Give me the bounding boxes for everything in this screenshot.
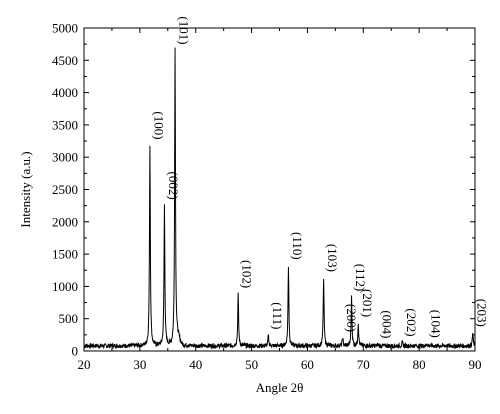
- peak-label: (200): [344, 304, 359, 332]
- y-tick-label: 3000: [52, 150, 78, 165]
- x-axis-label: Angle 2θ: [256, 380, 304, 395]
- peak-label: (110): [290, 232, 305, 260]
- peak-label: (002): [166, 172, 181, 200]
- x-tick-label: 90: [469, 357, 482, 372]
- peak-label: (112): [353, 264, 368, 292]
- peak-label: (101): [177, 16, 192, 44]
- y-axis-label: Intensity (a.u.): [18, 151, 33, 227]
- peak-label: (100): [151, 111, 166, 139]
- y-tick-label: 1000: [52, 279, 78, 294]
- peak-label: (004): [379, 310, 394, 338]
- peak-label: (103): [325, 244, 340, 272]
- peak-label: (201): [360, 289, 375, 317]
- y-tick-label: 2000: [52, 214, 78, 229]
- x-tick-label: 30: [133, 357, 146, 372]
- y-tick-label: 4500: [52, 53, 78, 68]
- y-axis: 0 500 1000 1500 2000 2500 3000 3500 4000 4500 5000: [52, 21, 475, 359]
- spectrum-line: [83, 47, 476, 350]
- x-tick-label: 40: [189, 357, 202, 372]
- peak-label: (202): [404, 308, 419, 336]
- y-tick-label: 1500: [52, 247, 78, 262]
- y-tick-label: 3500: [52, 117, 78, 132]
- y-tick-label: 2500: [52, 182, 78, 197]
- x-tick-label: 80: [413, 357, 426, 372]
- y-tick-label: 4000: [52, 85, 78, 100]
- peak-label: (104): [429, 310, 444, 338]
- peak-label: (102): [240, 260, 255, 288]
- peak-label: (111): [270, 302, 285, 329]
- x-tick-label: 50: [245, 357, 258, 372]
- peak-label: (203): [474, 299, 489, 327]
- x-tick-label: 70: [357, 357, 370, 372]
- y-tick-label: 5000: [52, 21, 78, 36]
- y-tick-label: 0: [72, 344, 79, 359]
- x-axis: 20 30 40 50 60 70 80 90: [78, 28, 482, 372]
- peak-labels: (100) (002) (101) (102) (111) (110) (103) (200)…: [151, 16, 489, 338]
- y-tick-label: 500: [59, 311, 79, 326]
- x-tick-label: 60: [301, 357, 314, 372]
- x-tick-label: 20: [78, 357, 91, 372]
